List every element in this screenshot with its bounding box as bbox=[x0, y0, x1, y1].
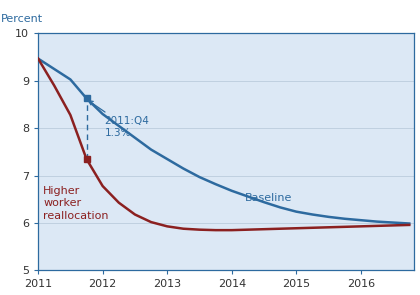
Text: Higher
worker
reallocation: Higher worker reallocation bbox=[43, 186, 109, 221]
Text: 2011:Q4
1.3%: 2011:Q4 1.3% bbox=[89, 101, 150, 138]
Text: Percent: Percent bbox=[0, 14, 42, 24]
Text: Baseline: Baseline bbox=[245, 194, 292, 203]
